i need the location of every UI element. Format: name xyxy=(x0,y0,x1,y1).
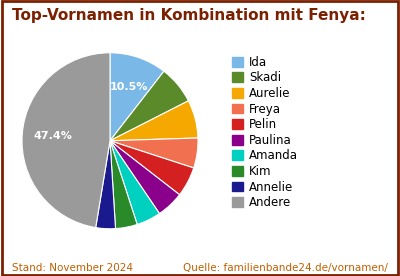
Legend: Ida, Skadi, Aurelie, Freya, Pelin, Paulina, Amanda, Kim, Annelie, Andere: Ida, Skadi, Aurelie, Freya, Pelin, Pauli… xyxy=(230,54,300,211)
Text: Stand: November 2024: Stand: November 2024 xyxy=(12,263,133,273)
Wedge shape xyxy=(110,53,164,141)
Wedge shape xyxy=(110,138,198,168)
Wedge shape xyxy=(110,141,137,229)
Wedge shape xyxy=(110,71,188,141)
Text: 47.4%: 47.4% xyxy=(34,131,72,141)
Text: Top-Vornamen in Kombination mit Fenya:: Top-Vornamen in Kombination mit Fenya: xyxy=(12,8,366,23)
Text: 10.5%: 10.5% xyxy=(109,82,148,92)
Wedge shape xyxy=(110,101,198,141)
Wedge shape xyxy=(22,53,110,228)
Text: Quelle: familienbande24.de/vornamen/: Quelle: familienbande24.de/vornamen/ xyxy=(183,263,388,273)
Wedge shape xyxy=(110,141,160,224)
Wedge shape xyxy=(96,141,116,229)
Wedge shape xyxy=(110,141,194,195)
Wedge shape xyxy=(110,141,180,214)
